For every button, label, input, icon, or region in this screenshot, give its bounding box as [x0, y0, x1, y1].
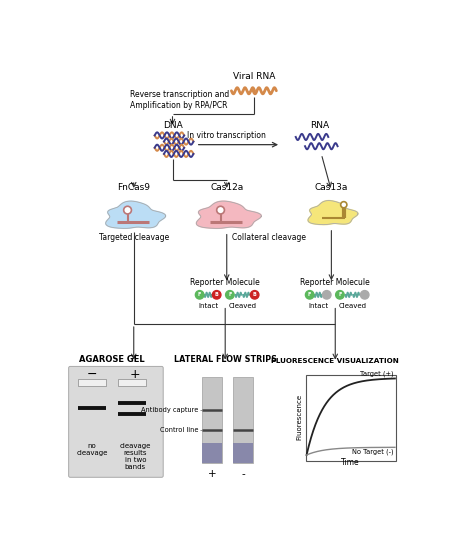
- Text: Reverse transcription and
Amplification by RPA/PCR: Reverse transcription and Amplification …: [130, 90, 229, 110]
- Circle shape: [336, 290, 344, 299]
- Text: Reporter Molecule: Reporter Molecule: [301, 278, 370, 287]
- Text: LATERAL FLOW STRIPS: LATERAL FLOW STRIPS: [174, 355, 277, 364]
- Bar: [78, 379, 106, 386]
- Circle shape: [217, 206, 225, 214]
- Circle shape: [195, 290, 204, 299]
- Text: No Target (-): No Target (-): [352, 449, 393, 455]
- Text: Intact: Intact: [198, 302, 218, 309]
- Circle shape: [306, 290, 314, 299]
- Bar: [233, 377, 253, 463]
- Text: B: B: [215, 293, 219, 298]
- Text: +: +: [208, 469, 216, 479]
- Bar: [118, 379, 146, 386]
- Text: +: +: [130, 369, 140, 381]
- Text: Target (+): Target (+): [360, 370, 393, 377]
- Text: Viral RNA: Viral RNA: [233, 72, 275, 81]
- Circle shape: [124, 206, 131, 214]
- Bar: [233, 444, 253, 463]
- Text: -: -: [241, 469, 245, 479]
- Text: B: B: [253, 293, 256, 298]
- Text: FnCas9: FnCas9: [117, 183, 150, 192]
- Text: −: −: [87, 369, 97, 381]
- Text: cleavage
results
in two
bands: cleavage results in two bands: [120, 444, 151, 471]
- Text: Reporter Molecule: Reporter Molecule: [190, 278, 260, 287]
- Text: F: F: [308, 293, 311, 298]
- Text: Intact: Intact: [308, 302, 328, 309]
- Polygon shape: [308, 201, 358, 225]
- Text: Control line: Control line: [160, 426, 199, 433]
- Bar: [306, 375, 396, 461]
- Bar: [202, 444, 222, 463]
- Text: Fluorescence: Fluorescence: [297, 393, 302, 440]
- Text: F: F: [228, 293, 232, 298]
- Bar: [202, 377, 222, 463]
- Text: RNA: RNA: [310, 121, 329, 130]
- Text: Cas13a: Cas13a: [315, 183, 348, 192]
- Text: Antibody capture: Antibody capture: [141, 407, 199, 413]
- Text: F: F: [338, 293, 342, 298]
- Text: DNA: DNA: [162, 121, 182, 130]
- Circle shape: [341, 202, 347, 208]
- Text: Cleaved: Cleaved: [228, 302, 256, 309]
- Polygon shape: [196, 201, 261, 228]
- Text: Time: Time: [341, 458, 359, 467]
- Circle shape: [250, 290, 259, 299]
- Circle shape: [323, 290, 331, 299]
- Text: Targeted cleavage: Targeted cleavage: [99, 233, 169, 242]
- Text: Collateral cleavage: Collateral cleavage: [232, 233, 306, 242]
- Text: Cleaved: Cleaved: [338, 302, 366, 309]
- Circle shape: [360, 290, 369, 299]
- Text: Cas12a: Cas12a: [210, 183, 243, 192]
- Text: AGAROSE GEL: AGAROSE GEL: [79, 355, 145, 364]
- Polygon shape: [106, 201, 166, 228]
- Circle shape: [225, 290, 234, 299]
- Text: FLUORESCENCE VISUALIZATION: FLUORESCENCE VISUALIZATION: [271, 358, 399, 364]
- Circle shape: [212, 290, 221, 299]
- Text: no
cleavage: no cleavage: [76, 444, 108, 456]
- Text: F: F: [198, 293, 201, 298]
- FancyBboxPatch shape: [69, 366, 163, 477]
- Text: In vitro transcription: In vitro transcription: [187, 131, 266, 140]
